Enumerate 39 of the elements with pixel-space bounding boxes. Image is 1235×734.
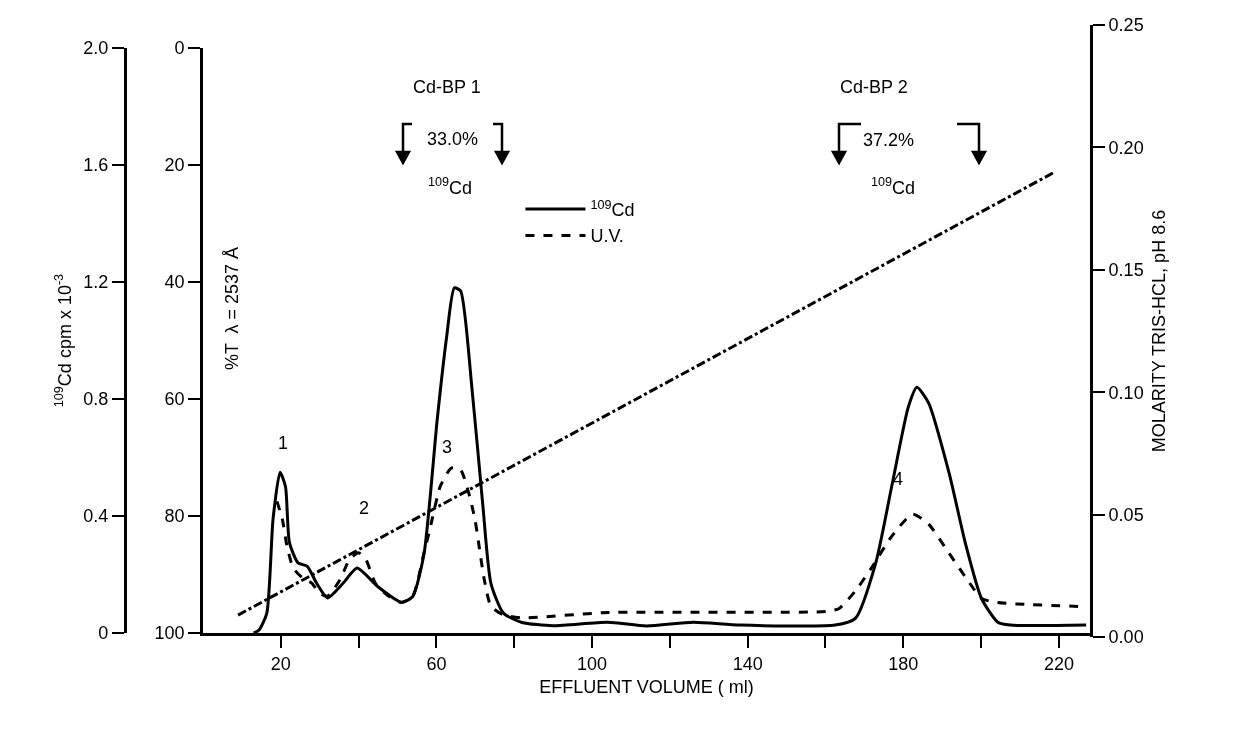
y2-tick-label: 40 xyxy=(164,272,185,293)
annotation: Cd-BP 2 xyxy=(840,77,908,97)
y2-tick-label: 20 xyxy=(164,155,185,176)
y2-tick-label: 60 xyxy=(164,389,185,410)
y2-tick-label: 0 xyxy=(174,38,185,59)
y3-tick-label: 0.05 xyxy=(1108,504,1144,525)
annotation: $^{109}$Cd xyxy=(871,175,916,198)
annotation: 37.2% xyxy=(863,130,915,150)
legend-label: $^{109}$Cd xyxy=(590,197,635,221)
y3-tick-label: 0.20 xyxy=(1108,137,1144,158)
y-tick-label: 0.4 xyxy=(83,506,109,527)
y-tick-label: 0.8 xyxy=(83,389,109,410)
x-tick-label: 140 xyxy=(732,653,763,674)
y2-axis-title: %T λ = 2537 Å xyxy=(221,246,242,371)
annotation: 4 xyxy=(893,469,904,489)
annotation: 33.0% xyxy=(427,129,479,149)
x-tick-label: 180 xyxy=(888,653,919,674)
annotation: 2 xyxy=(359,498,370,518)
x-tick-label: 220 xyxy=(1043,653,1074,674)
x-tick-label: 60 xyxy=(426,653,447,674)
annotation: 1 xyxy=(278,433,289,453)
y3-tick-label: 0.00 xyxy=(1108,627,1144,648)
annotation: 3 xyxy=(442,437,453,457)
legend-label: U.V. xyxy=(590,226,624,247)
x-axis-title: EFFLUENT VOLUME ( ml) xyxy=(539,676,754,697)
y-tick-label: 2.0 xyxy=(83,38,109,59)
y2-tick-label: 100 xyxy=(154,623,185,644)
y3-axis-title: MOLARITY TRIS-HCL, pH 8.6 xyxy=(1148,209,1169,453)
annotation: Cd-BP 1 xyxy=(413,77,481,97)
y-tick-label: 1.6 xyxy=(83,155,109,176)
y3-tick-label: 0.25 xyxy=(1108,15,1144,36)
y-tick-label: 0 xyxy=(98,623,109,644)
y-tick-label: 1.2 xyxy=(83,272,109,293)
x-tick-label: 20 xyxy=(270,653,291,674)
y2-tick-label: 80 xyxy=(164,506,185,527)
y3-tick-label: 0.10 xyxy=(1108,382,1144,403)
annotation: $^{109}$Cd xyxy=(428,175,473,198)
y3-tick-label: 0.15 xyxy=(1108,260,1144,281)
x-tick-label: 100 xyxy=(577,653,608,674)
